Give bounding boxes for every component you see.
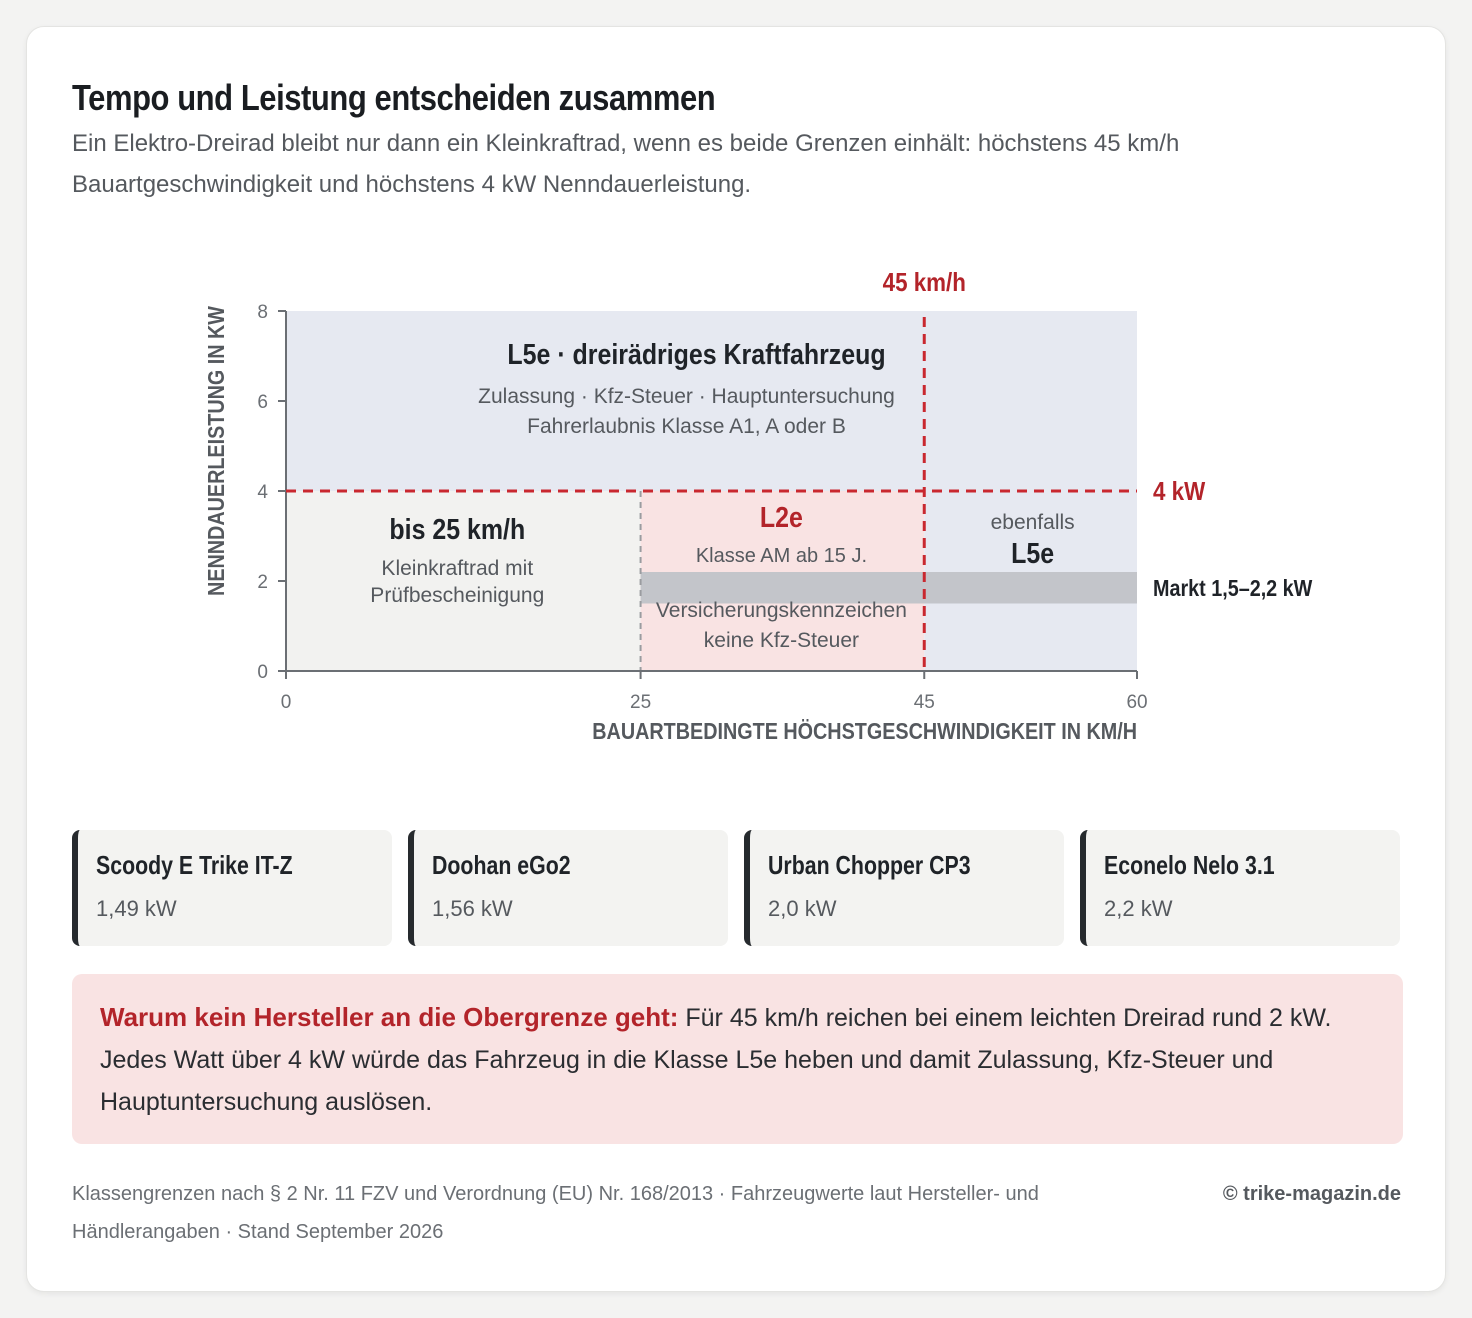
- vehicle-card: Doohan eGo2 1,56 kW: [408, 830, 728, 946]
- market-band-label: Markt 1,5–2,2 kW: [1153, 575, 1313, 601]
- infographic-card: Tempo und Leistung entscheiden zusammen …: [26, 26, 1446, 1292]
- note-text: Für 45 km/h reichen bei einem leichten D…: [100, 1004, 1332, 1116]
- x-tick-label: 0: [281, 692, 292, 713]
- region-l5e-speed-title: L5e: [1011, 537, 1054, 569]
- region-kleinkraftrad-title: bis 25 km/h: [389, 513, 525, 545]
- y-tick-label: 8: [257, 302, 268, 323]
- x-tick-label: 60: [1126, 692, 1147, 713]
- limit-4kw-label: 4 kW: [1153, 477, 1205, 506]
- vehicle-name: Doohan eGo2: [432, 850, 571, 880]
- y-axis-title: NENNDAUERLEISTUNG IN KW: [204, 305, 230, 596]
- region-kleinkraftrad: [286, 491, 641, 671]
- vehicle-power: 2,0 kW: [768, 896, 837, 921]
- y-tick-label: 0: [257, 662, 268, 683]
- vehicle-power: 2,2 kW: [1104, 896, 1173, 921]
- y-tick-label: 2: [257, 572, 268, 593]
- vehicle-name: Econelo Nelo 3.1: [1104, 850, 1275, 880]
- vehicle-card: Econelo Nelo 3.1 2,2 kW: [1080, 830, 1400, 946]
- region-l2e-line: Klasse AM ab 15 J.: [696, 545, 867, 567]
- region-l5e: [286, 311, 1137, 491]
- y-tick-label: 6: [257, 392, 268, 413]
- vehicle-card: Scoody E Trike IT-Z 1,49 kW: [72, 830, 392, 946]
- source-footnote: Klassengrenzen nach § 2 Nr. 11 FZV und V…: [72, 1183, 1039, 1243]
- vehicle-cards: Scoody E Trike IT-Z 1,49 kW Doohan eGo2 …: [72, 830, 1403, 946]
- vehicle-name: Scoody E Trike IT-Z: [96, 850, 293, 880]
- region-l2e-line: keine Kfz-Steuer: [704, 629, 859, 652]
- x-axis-title: BAUARTBEDINGTE HÖCHSTGESCHWINDIGKEIT IN …: [592, 718, 1137, 745]
- market-band: [640, 572, 1137, 604]
- copyright: © trike-magazin.de: [1222, 1183, 1401, 1205]
- page-title: Tempo und Leistung entscheiden zusammen: [72, 77, 716, 118]
- classification-chart: 0 2 4 6 8 0 25 45 60 45 km/h 4 kW Markt 1,5–2,2 kW L…: [204, 268, 1313, 745]
- region-l2e-line: Versicherungskennzeichen: [656, 599, 907, 622]
- info-note: Warum kein Hersteller an die Obergrenze …: [72, 974, 1403, 1144]
- region-kleinkraftrad-line: Kleinkraftrad mit: [381, 557, 533, 580]
- region-l5e-speed-line: ebenfalls: [991, 511, 1075, 534]
- limit-45kmh-label: 45 km/h: [883, 268, 966, 297]
- vehicle-name: Urban Chopper CP3: [768, 850, 971, 880]
- region-l5e-title: L5e · dreirädriges Kraftfahrzeug: [507, 338, 885, 370]
- vehicle-power: 1,49 kW: [96, 896, 177, 921]
- vehicle-power: 1,56 kW: [432, 896, 513, 921]
- region-kleinkraftrad-line: Prüfbescheinigung: [370, 584, 544, 607]
- vehicle-card: Urban Chopper CP3 2,0 kW: [744, 830, 1064, 946]
- region-l5e-line: Zulassung · Kfz-Steuer · Hauptuntersuchu…: [478, 385, 895, 408]
- note-lead: Warum kein Hersteller an die Obergrenze …: [100, 1002, 679, 1032]
- region-l5e-line: Fahrerlaubnis Klasse A1, A oder B: [527, 415, 846, 438]
- y-tick-label: 4: [257, 482, 268, 503]
- x-tick-label: 45: [914, 692, 935, 713]
- region-l2e-title: L2e: [760, 501, 803, 533]
- x-tick-label: 25: [630, 692, 651, 713]
- page-subtitle: Ein Elektro-Dreirad bleibt nur dann ein …: [72, 130, 1180, 198]
